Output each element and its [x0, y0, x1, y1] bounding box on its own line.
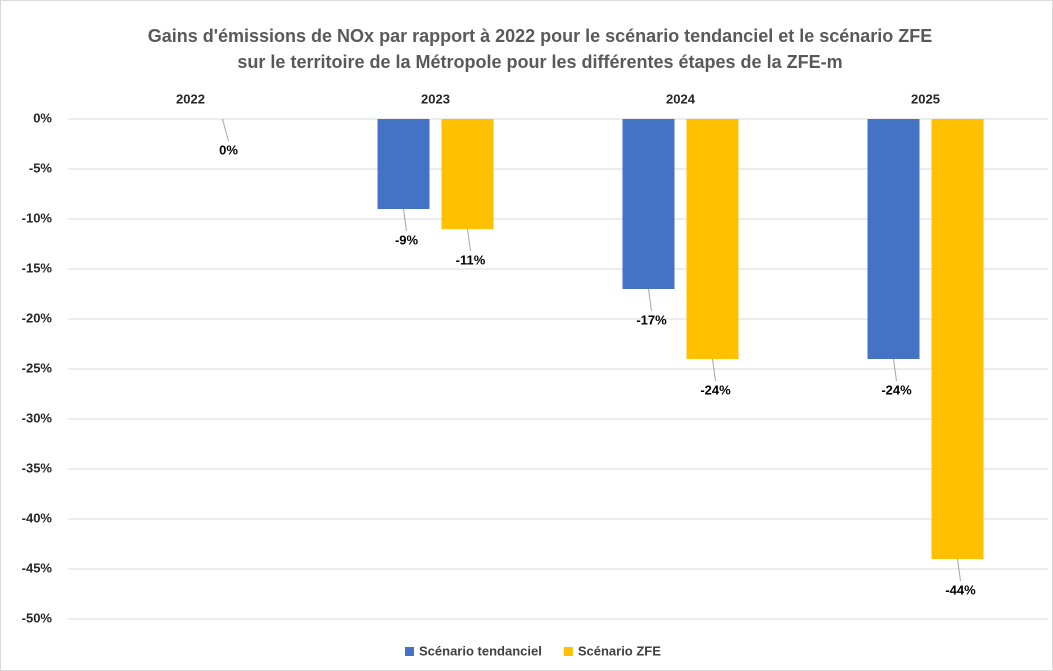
x-tick-label: 2024	[666, 91, 696, 106]
value-label: -11%	[456, 252, 486, 267]
y-tick-label: -50%	[22, 610, 53, 625]
leader-line	[467, 228, 471, 252]
bar	[622, 119, 675, 289]
y-tick-label: 0%	[33, 110, 52, 125]
legend-swatch	[563, 647, 573, 656]
x-tick-label: 2022	[176, 91, 205, 106]
chart-subtitle: sur le territoire de la Métropole pour l…	[237, 52, 842, 72]
value-label: -24%	[881, 382, 912, 397]
value-label: -17%	[636, 312, 667, 327]
y-tick-label: -15%	[22, 260, 53, 275]
value-label: -44%	[945, 582, 976, 597]
y-tick-label: -25%	[22, 360, 53, 375]
legend-label: Scénario ZFE	[578, 643, 661, 658]
y-tick-label: -5%	[29, 160, 53, 175]
y-tick-label: -35%	[22, 460, 53, 475]
x-tick-label: 2023	[421, 91, 450, 106]
value-label: 0%	[219, 142, 238, 157]
bar	[931, 119, 984, 559]
leader-line	[893, 358, 897, 382]
y-tick-label: -20%	[22, 310, 53, 325]
y-tick-label: -30%	[22, 410, 53, 425]
bar	[441, 119, 494, 229]
leader-line	[712, 358, 716, 382]
y-tick-label: -10%	[22, 210, 53, 225]
chart-title: Gains d'émissions de NOx par rapport à 2…	[148, 26, 933, 46]
bar	[377, 119, 430, 209]
bar	[686, 119, 739, 359]
legend-label: Scénario tendanciel	[419, 643, 542, 658]
bar	[867, 119, 920, 359]
leader-line	[957, 558, 961, 582]
value-label: -9%	[395, 232, 419, 247]
leader-line	[222, 118, 229, 142]
leader-line	[648, 288, 652, 312]
value-label: -24%	[700, 382, 731, 397]
leader-line	[403, 208, 407, 232]
legend-swatch	[405, 647, 414, 656]
x-tick-label: 2025	[911, 91, 940, 106]
y-tick-label: -45%	[22, 560, 53, 575]
y-tick-label: -40%	[22, 510, 53, 525]
